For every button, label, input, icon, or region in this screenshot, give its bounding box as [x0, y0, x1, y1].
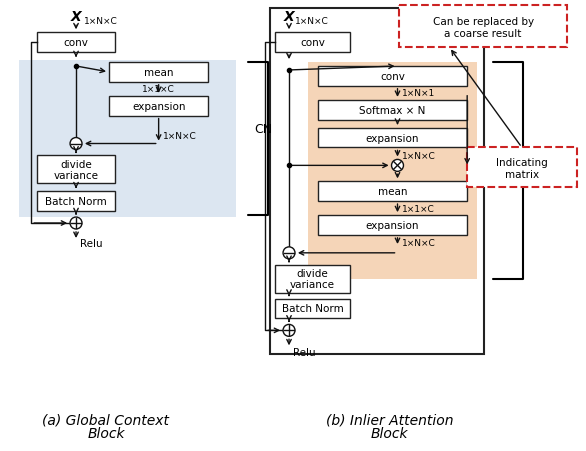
Text: expansion: expansion: [366, 221, 419, 230]
Circle shape: [391, 160, 404, 172]
Text: conv: conv: [380, 72, 405, 82]
Text: 1×N×C: 1×N×C: [84, 17, 118, 26]
Text: Batch Norm: Batch Norm: [45, 197, 107, 207]
Text: CN: CN: [254, 123, 272, 136]
FancyBboxPatch shape: [38, 156, 115, 184]
Text: Softmax × N: Softmax × N: [359, 106, 425, 115]
Text: 1×1×C: 1×1×C: [142, 85, 175, 94]
Text: X: X: [284, 10, 294, 24]
FancyBboxPatch shape: [400, 6, 567, 48]
Text: expansion: expansion: [366, 133, 419, 143]
Circle shape: [283, 247, 295, 259]
FancyBboxPatch shape: [109, 63, 209, 83]
FancyBboxPatch shape: [308, 63, 477, 279]
Text: divide
variance: divide variance: [53, 159, 98, 181]
Text: conv: conv: [64, 38, 88, 48]
FancyBboxPatch shape: [19, 61, 236, 217]
Text: expansion: expansion: [132, 101, 185, 111]
Circle shape: [70, 217, 82, 230]
Text: X: X: [71, 10, 81, 24]
FancyBboxPatch shape: [318, 67, 467, 87]
Text: matrix: matrix: [505, 170, 539, 180]
FancyBboxPatch shape: [318, 129, 467, 148]
Text: IAN: IAN: [502, 165, 523, 177]
FancyBboxPatch shape: [467, 148, 577, 188]
Text: (b) Inlier Attention: (b) Inlier Attention: [326, 413, 454, 427]
Text: 1×N×1: 1×N×1: [401, 89, 435, 98]
Text: Batch Norm: Batch Norm: [281, 304, 343, 314]
FancyBboxPatch shape: [38, 192, 115, 212]
Circle shape: [283, 325, 295, 336]
Text: Relu: Relu: [80, 239, 103, 249]
Text: conv: conv: [300, 38, 325, 48]
FancyBboxPatch shape: [38, 33, 115, 53]
FancyBboxPatch shape: [275, 299, 350, 319]
FancyBboxPatch shape: [318, 216, 467, 235]
FancyBboxPatch shape: [270, 9, 484, 354]
Text: Can be replaced by: Can be replaced by: [432, 17, 534, 27]
FancyBboxPatch shape: [109, 97, 209, 116]
Text: 1×N×C: 1×N×C: [401, 152, 435, 161]
Text: mean: mean: [378, 187, 407, 197]
FancyBboxPatch shape: [275, 265, 350, 293]
Text: a coarse result: a coarse result: [444, 29, 522, 39]
Text: Block: Block: [87, 426, 125, 440]
Text: divide
variance: divide variance: [290, 268, 335, 290]
Text: 1×N×C: 1×N×C: [401, 239, 435, 248]
Text: 1×1×C: 1×1×C: [401, 204, 434, 213]
Text: Relu: Relu: [293, 347, 316, 358]
Text: 1×N×C: 1×N×C: [163, 132, 196, 141]
FancyBboxPatch shape: [275, 33, 350, 53]
Text: Block: Block: [371, 426, 408, 440]
Text: mean: mean: [144, 68, 173, 78]
FancyBboxPatch shape: [318, 182, 467, 202]
Text: Indicating: Indicating: [496, 158, 548, 168]
Text: (a) Global Context: (a) Global Context: [42, 413, 169, 427]
Circle shape: [70, 138, 82, 150]
FancyBboxPatch shape: [318, 101, 467, 120]
Text: 1×N×C: 1×N×C: [295, 17, 329, 26]
